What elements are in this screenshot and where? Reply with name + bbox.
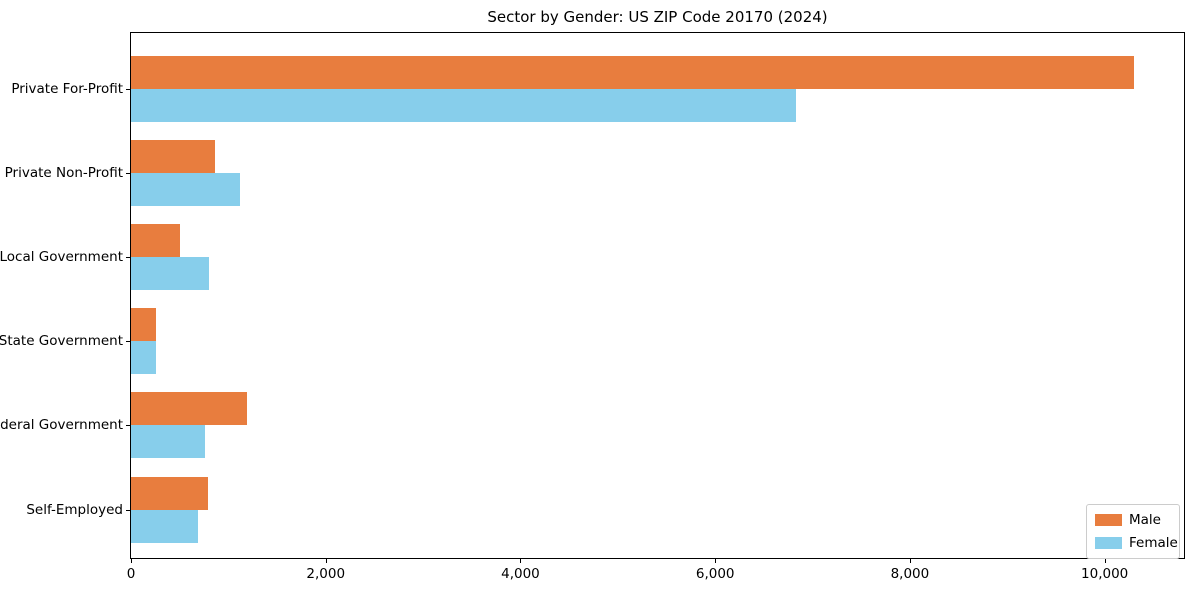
bar-male-private-non-profit [131,140,215,174]
x-label-4-000: 4,000 [501,566,540,582]
x-label-6-000: 6,000 [695,566,735,582]
y-label-self-employed: Self-Employed [26,501,123,518]
y-tick-federal-government [126,425,130,427]
x-tick-6-000 [715,559,717,563]
legend-swatch-male [1095,514,1122,526]
y-tick-local-government [126,257,130,259]
bar-female-self-employed [131,509,198,543]
y-label-federal-government: Federal Government [0,417,123,434]
y-label-private-for-profit: Private For-Profit [11,81,123,97]
bar-female-private-for-profit [131,89,796,122]
bar-male-state-government [131,308,156,342]
y-tick-private-non-profit [126,173,130,175]
legend: Male Female [1086,504,1180,559]
y-tick-self-employed [126,509,130,511]
x-tick-4-000 [520,559,522,563]
x-label-10-000: 10,000 [1081,566,1129,582]
y-label-private-non-profit: Private Non-Profit [4,165,123,182]
legend-entry-male: Male [1095,512,1171,528]
legend-label-female: Female [1129,535,1178,551]
bar-female-federal-government [131,425,205,459]
x-tick-0 [131,559,132,563]
bar-male-self-employed [131,476,208,510]
bar-female-private-non-profit [131,173,240,207]
legend-label-male: Male [1129,512,1161,528]
bar-female-state-government [131,341,156,375]
legend-entry-female: Female [1095,535,1178,551]
chart-title: Sector by Gender: US ZIP Code 20170 (202… [487,8,828,26]
bar-male-private-for-profit [131,56,1134,89]
y-label-local-government: Local Government [0,249,123,266]
bar-female-local-government [131,257,209,291]
x-label-0: 0 [126,566,136,582]
legend-swatch-female [1095,537,1122,549]
x-label-2-000: 2,000 [306,566,346,582]
x-label-8-000: 8,000 [890,566,930,582]
x-tick-10-000 [1104,559,1106,563]
bar-male-federal-government [131,392,247,426]
x-tick-8-000 [909,559,911,563]
y-tick-private-for-profit [126,89,130,90]
y-tick-state-government [126,341,130,343]
x-tick-2-000 [325,559,327,563]
y-label-state-government: State Government [0,333,123,350]
bar-male-local-government [131,224,180,258]
